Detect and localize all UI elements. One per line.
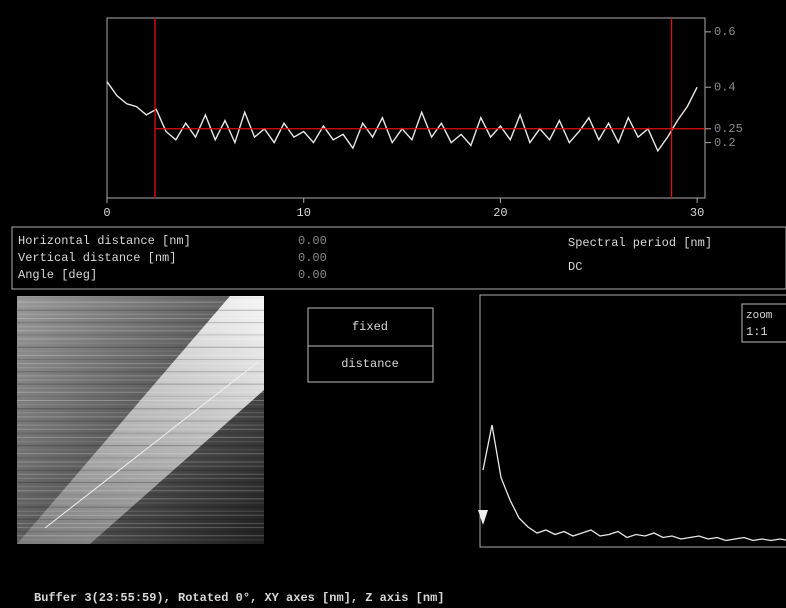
zoom-label: zoom bbox=[746, 310, 773, 322]
scan-image bbox=[17, 296, 264, 544]
button-group: fixed distance bbox=[308, 308, 433, 382]
y-tick-label: 0.6 bbox=[714, 25, 736, 39]
readout-value: 0.00 bbox=[298, 234, 327, 248]
x-tick-label: 10 bbox=[297, 206, 311, 220]
readout-value: 0.00 bbox=[298, 251, 327, 265]
readout-label: Angle [deg] bbox=[18, 268, 97, 282]
button-label[interactable]: fixed bbox=[352, 320, 388, 334]
x-tick-label: 0 bbox=[103, 206, 110, 220]
zoom-value: 1:1 bbox=[746, 325, 768, 339]
x-tick-label: 20 bbox=[493, 206, 507, 220]
y-tick-label: 0.2 bbox=[714, 136, 736, 150]
status-bar: Buffer 3(23:55:59), Rotated 0°, XY axes … bbox=[34, 591, 444, 605]
readout-value: 0.00 bbox=[298, 268, 327, 282]
button-label[interactable]: distance bbox=[341, 357, 399, 371]
screen: 0 10 20 30 0.6 0.4 0.250.2 Horizontal distance… bbox=[0, 0, 786, 608]
spectral-value: DC bbox=[568, 260, 582, 274]
readout-label: Vertical distance [nm] bbox=[18, 251, 176, 265]
y-tick-label: 0.25 bbox=[714, 122, 743, 136]
x-tick-label: 30 bbox=[690, 206, 704, 220]
readout-label: Horizontal distance [nm] bbox=[18, 234, 191, 248]
spectral-label: Spectral period [nm] bbox=[568, 236, 712, 250]
y-tick-label: 0.4 bbox=[714, 80, 736, 94]
